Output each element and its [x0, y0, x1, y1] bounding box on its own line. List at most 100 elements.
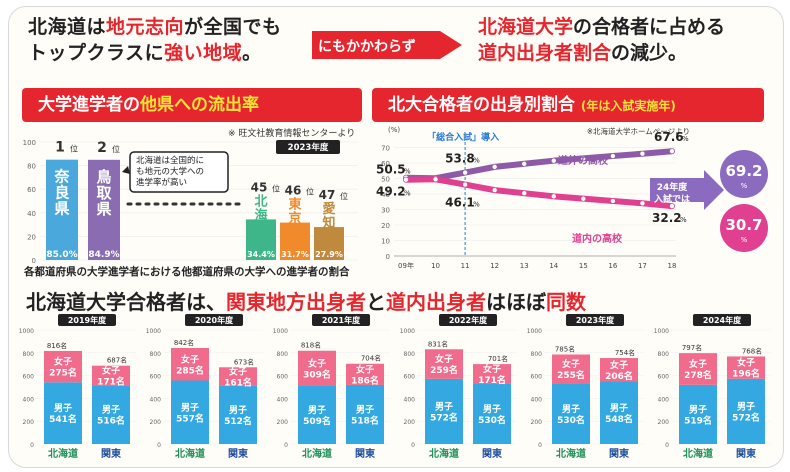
y-tick-label: 1000	[654, 328, 669, 335]
year-badge-bg	[312, 314, 370, 326]
year-badge: 2019年度	[68, 315, 107, 325]
hl-text: トップクラスに	[28, 42, 165, 64]
event-label: 「総合入試」導入	[427, 131, 499, 143]
x-tick-label: 11	[461, 262, 470, 270]
series-line	[403, 176, 675, 210]
bar-male	[171, 380, 209, 444]
callout-line: 北海道は全国的に	[136, 155, 204, 166]
y-tick-label: 200	[277, 419, 289, 426]
origin-chart: (%) 0 10 20 30 40 50 60 70 09年 10 11 12 13 14 15 16 17 18 「…	[376, 126, 768, 270]
bar-name-char: 県	[96, 200, 111, 218]
y-tick-label: 400	[404, 396, 416, 403]
origin-title-bar: 北大合格者の出身別割合 (年は入試実施年)	[372, 88, 764, 122]
y-tick-label: 800	[150, 351, 162, 358]
series-point	[522, 161, 527, 166]
series-point	[581, 196, 586, 201]
unit-label: (%)	[388, 126, 400, 134]
total-label: 816名	[47, 341, 67, 350]
origin-title-b: (年は入試実施年)	[580, 99, 676, 113]
future-in-circle	[720, 204, 768, 252]
female-value: 161名	[224, 376, 252, 388]
year-badge-bg	[566, 314, 624, 326]
y-tick-label: 800	[404, 351, 416, 358]
series-point	[640, 201, 645, 206]
series-point	[669, 203, 675, 209]
series-point	[551, 158, 556, 163]
year-badge: 2024年度	[703, 315, 742, 325]
category-label: 関東	[355, 447, 375, 460]
bar-female	[727, 356, 765, 379]
bar-value-label: 31.7%	[281, 250, 309, 259]
male-label: 男子	[689, 404, 707, 415]
year-badge: 2023年度	[288, 142, 329, 153]
rank-suffix: 位	[340, 191, 348, 201]
bar-name-char: 京	[288, 211, 301, 227]
category-label: 北海道	[302, 447, 332, 460]
bar-name-char: 県	[322, 230, 335, 245]
future-out-value: 69.2	[725, 162, 762, 180]
bar-male	[552, 383, 590, 444]
female-value: 309名	[303, 368, 331, 380]
hr-emph: 北海道大学	[478, 16, 574, 38]
future-label-2: 入試では	[653, 193, 690, 205]
bar	[280, 222, 310, 260]
year-badge-bg	[693, 314, 751, 326]
series-point	[581, 156, 586, 161]
y-tick-label: 400	[150, 396, 162, 403]
callout-line: も地元の大学への	[136, 166, 204, 177]
total-label: 768名	[742, 346, 762, 355]
y-tick-label: 0	[30, 442, 34, 449]
year-badge-bg	[58, 314, 116, 326]
y-tick-label: 800	[277, 351, 289, 358]
outflow-title-b: 他県への流出率	[140, 95, 259, 115]
female-value: 259名	[430, 364, 458, 376]
bar-name-char: 都	[287, 225, 301, 241]
bar-female	[219, 367, 257, 386]
y-tick-label: 200	[531, 419, 543, 426]
year-badge: 2022年度	[449, 315, 488, 325]
male-value: 530名	[478, 414, 506, 426]
bar-value-label: 27.9%	[315, 250, 343, 259]
female-value: 285名	[176, 364, 204, 376]
point-label: 46.1	[445, 196, 475, 210]
male-label: 男子	[562, 404, 580, 415]
total-label: 687名	[107, 356, 127, 365]
series-point	[492, 187, 497, 193]
hr-text: の減少。	[611, 42, 688, 64]
female-value: 186名	[351, 374, 379, 386]
category-label: 関東	[101, 447, 121, 460]
x-tick-label: 15	[579, 262, 588, 270]
female-label: 女子	[737, 357, 755, 369]
y-tick-label: 600	[150, 374, 162, 381]
series-point	[433, 177, 438, 182]
year-badge-bg	[276, 140, 340, 154]
y-tick-label: 0	[32, 257, 36, 265]
series-point	[492, 164, 497, 170]
y-tick-label: 400	[658, 396, 670, 403]
headline-left: 北海道は地元志向が全国でも トップクラスに強い地域。	[28, 14, 282, 66]
series-point	[403, 177, 409, 182]
rank-label: 2	[97, 140, 107, 156]
frame	[8, 6, 784, 468]
y-tick-label: 600	[658, 374, 670, 381]
female-label: 女子	[689, 358, 707, 370]
y-tick-label: 60	[27, 186, 36, 194]
y-tick-label: 0	[411, 442, 415, 449]
y-tick-label: 800	[531, 351, 543, 358]
x-tick-label: 13	[520, 262, 529, 270]
male-value: 516名	[97, 415, 125, 427]
series-line	[403, 148, 675, 182]
outflow-source: ※ 旺文社教育情報センターより	[228, 129, 356, 139]
y-tick-label: 40	[381, 191, 390, 199]
bar-female	[44, 350, 82, 383]
bt-f: 同数	[546, 290, 586, 314]
bar-name-char: 愛	[322, 201, 335, 217]
rank-suffix: 位	[70, 144, 78, 154]
bar-female	[92, 365, 130, 386]
future-arrow	[650, 170, 724, 210]
callout-pointer	[122, 166, 130, 174]
x-tick-label: 12	[490, 262, 499, 270]
bar-name-char: 奈	[53, 168, 70, 186]
hr-text: の合格者に占める	[573, 16, 726, 38]
y-tick-label: 0	[386, 253, 390, 261]
